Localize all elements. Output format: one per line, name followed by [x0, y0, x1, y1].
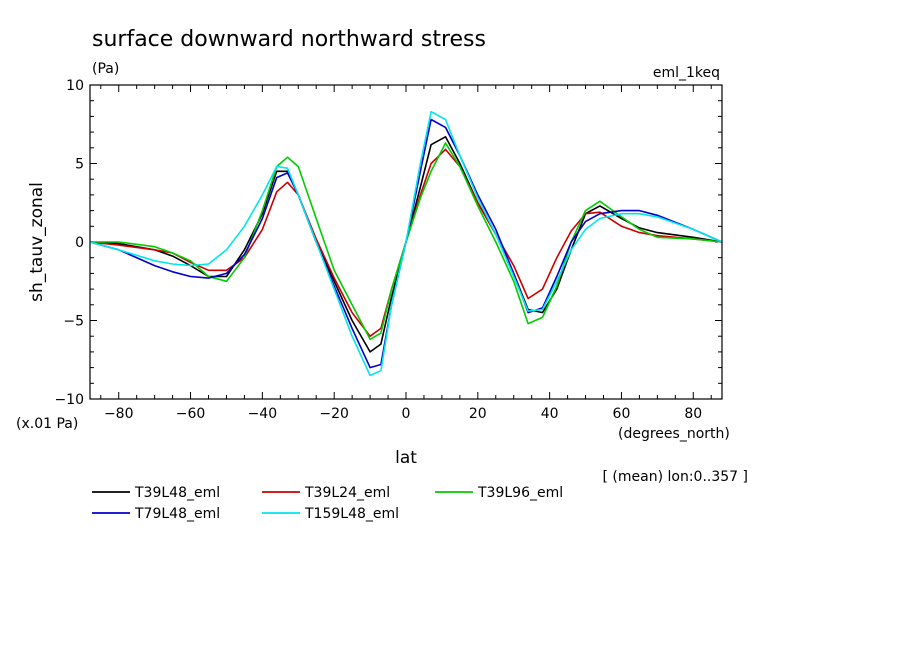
plot-frame [89, 84, 723, 400]
legend-entry: T39L24_eml [304, 485, 390, 501]
y-tick-label: 10 [66, 78, 84, 94]
x-tick-label: −40 [248, 406, 278, 422]
x-tick-label: 60 [613, 406, 631, 422]
x-tick-label: 20 [469, 406, 487, 422]
y-tick-labels: −10 −5 0 5 10 [54, 78, 84, 408]
x-tick-label: 0 [402, 406, 411, 422]
mean-note: [ (mean) lon:0..357 ] [603, 469, 748, 485]
chart-subtitle: (Pa) [92, 61, 119, 77]
legend: T39L48_eml T39L24_eml T39L96_eml T79L48_eml… [92, 485, 563, 522]
legend-entry: T39L96_eml [477, 485, 563, 501]
legend-entry: T79L48_eml [134, 506, 220, 522]
x-tick-labels: −80 −60 −40 −20 0 20 40 60 80 [104, 406, 702, 422]
x-tick-label: −20 [319, 406, 349, 422]
x-tick-label: 80 [684, 406, 702, 422]
axis-ticks [90, 84, 722, 400]
x-tick-label: −80 [104, 406, 134, 422]
plot-area [89, 110, 723, 377]
y-tick-label: 0 [75, 235, 84, 251]
x-tick-label: −60 [176, 406, 206, 422]
experiment-label: eml_1keq [653, 65, 720, 81]
y-units: (x.01 Pa) [16, 416, 78, 432]
y-axis-label: sh_tauv_zonal [27, 182, 47, 302]
series-line [89, 110, 723, 377]
x-units: (degrees_north) [618, 426, 730, 442]
y-tick-label: 5 [75, 157, 84, 173]
x-tick-label: 40 [541, 406, 559, 422]
y-tick-label: −10 [54, 392, 84, 408]
legend-entry: T39L48_eml [134, 485, 220, 501]
x-axis-label: lat [395, 448, 417, 468]
y-tick-label: −5 [63, 314, 84, 330]
legend-entry: T159L48_eml [304, 506, 399, 522]
chart-title: surface downward northward stress [92, 27, 486, 52]
